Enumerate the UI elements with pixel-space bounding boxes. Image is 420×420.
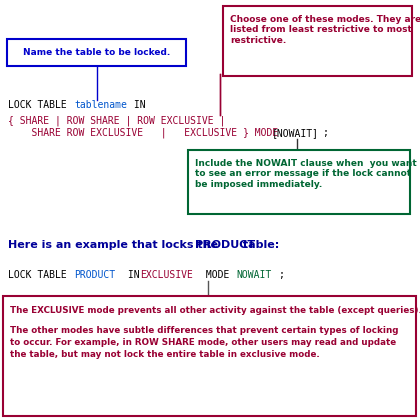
Text: SHARE ROW EXCLUSIVE   |   EXCLUSIVE } MODE: SHARE ROW EXCLUSIVE | EXCLUSIVE } MODE xyxy=(8,128,284,139)
Text: PRODUCT: PRODUCT xyxy=(195,240,255,250)
Text: The other modes have subtle differences that prevent certain types of locking
to: The other modes have subtle differences … xyxy=(10,326,399,359)
Text: LOCK TABLE: LOCK TABLE xyxy=(8,100,73,110)
Text: IN: IN xyxy=(128,100,146,110)
FancyBboxPatch shape xyxy=(223,6,412,76)
Text: tablename: tablename xyxy=(74,100,127,110)
Text: ;: ; xyxy=(322,128,328,138)
Text: The EXCLUSIVE mode prevents all other activity against the table (except queries: The EXCLUSIVE mode prevents all other ac… xyxy=(10,306,420,315)
Text: { SHARE | ROW SHARE | ROW EXCLUSIVE |: { SHARE | ROW SHARE | ROW EXCLUSIVE | xyxy=(8,115,226,126)
Text: Here is an example that locks the: Here is an example that locks the xyxy=(8,240,222,250)
Text: Include the NOWAIT clause when  you want
to see an error message if the lock can: Include the NOWAIT clause when you want … xyxy=(195,159,417,189)
Text: Name the table to be locked.: Name the table to be locked. xyxy=(23,48,170,57)
FancyBboxPatch shape xyxy=(188,150,410,214)
Text: Choose one of these modes. They are
listed from least restrictive to most
restri: Choose one of these modes. They are list… xyxy=(230,15,420,45)
Text: LOCK TABLE: LOCK TABLE xyxy=(8,270,73,280)
Text: ;: ; xyxy=(278,270,284,280)
Text: EXCLUSIVE: EXCLUSIVE xyxy=(140,270,193,280)
FancyBboxPatch shape xyxy=(3,296,416,416)
Text: PRODUCT: PRODUCT xyxy=(74,270,115,280)
Text: table:: table: xyxy=(239,240,279,250)
FancyBboxPatch shape xyxy=(7,39,186,66)
Text: IN: IN xyxy=(122,270,145,280)
Text: [NOWAIT]: [NOWAIT] xyxy=(272,128,319,138)
Text: MODE: MODE xyxy=(200,270,235,280)
Text: NOWAIT: NOWAIT xyxy=(236,270,271,280)
